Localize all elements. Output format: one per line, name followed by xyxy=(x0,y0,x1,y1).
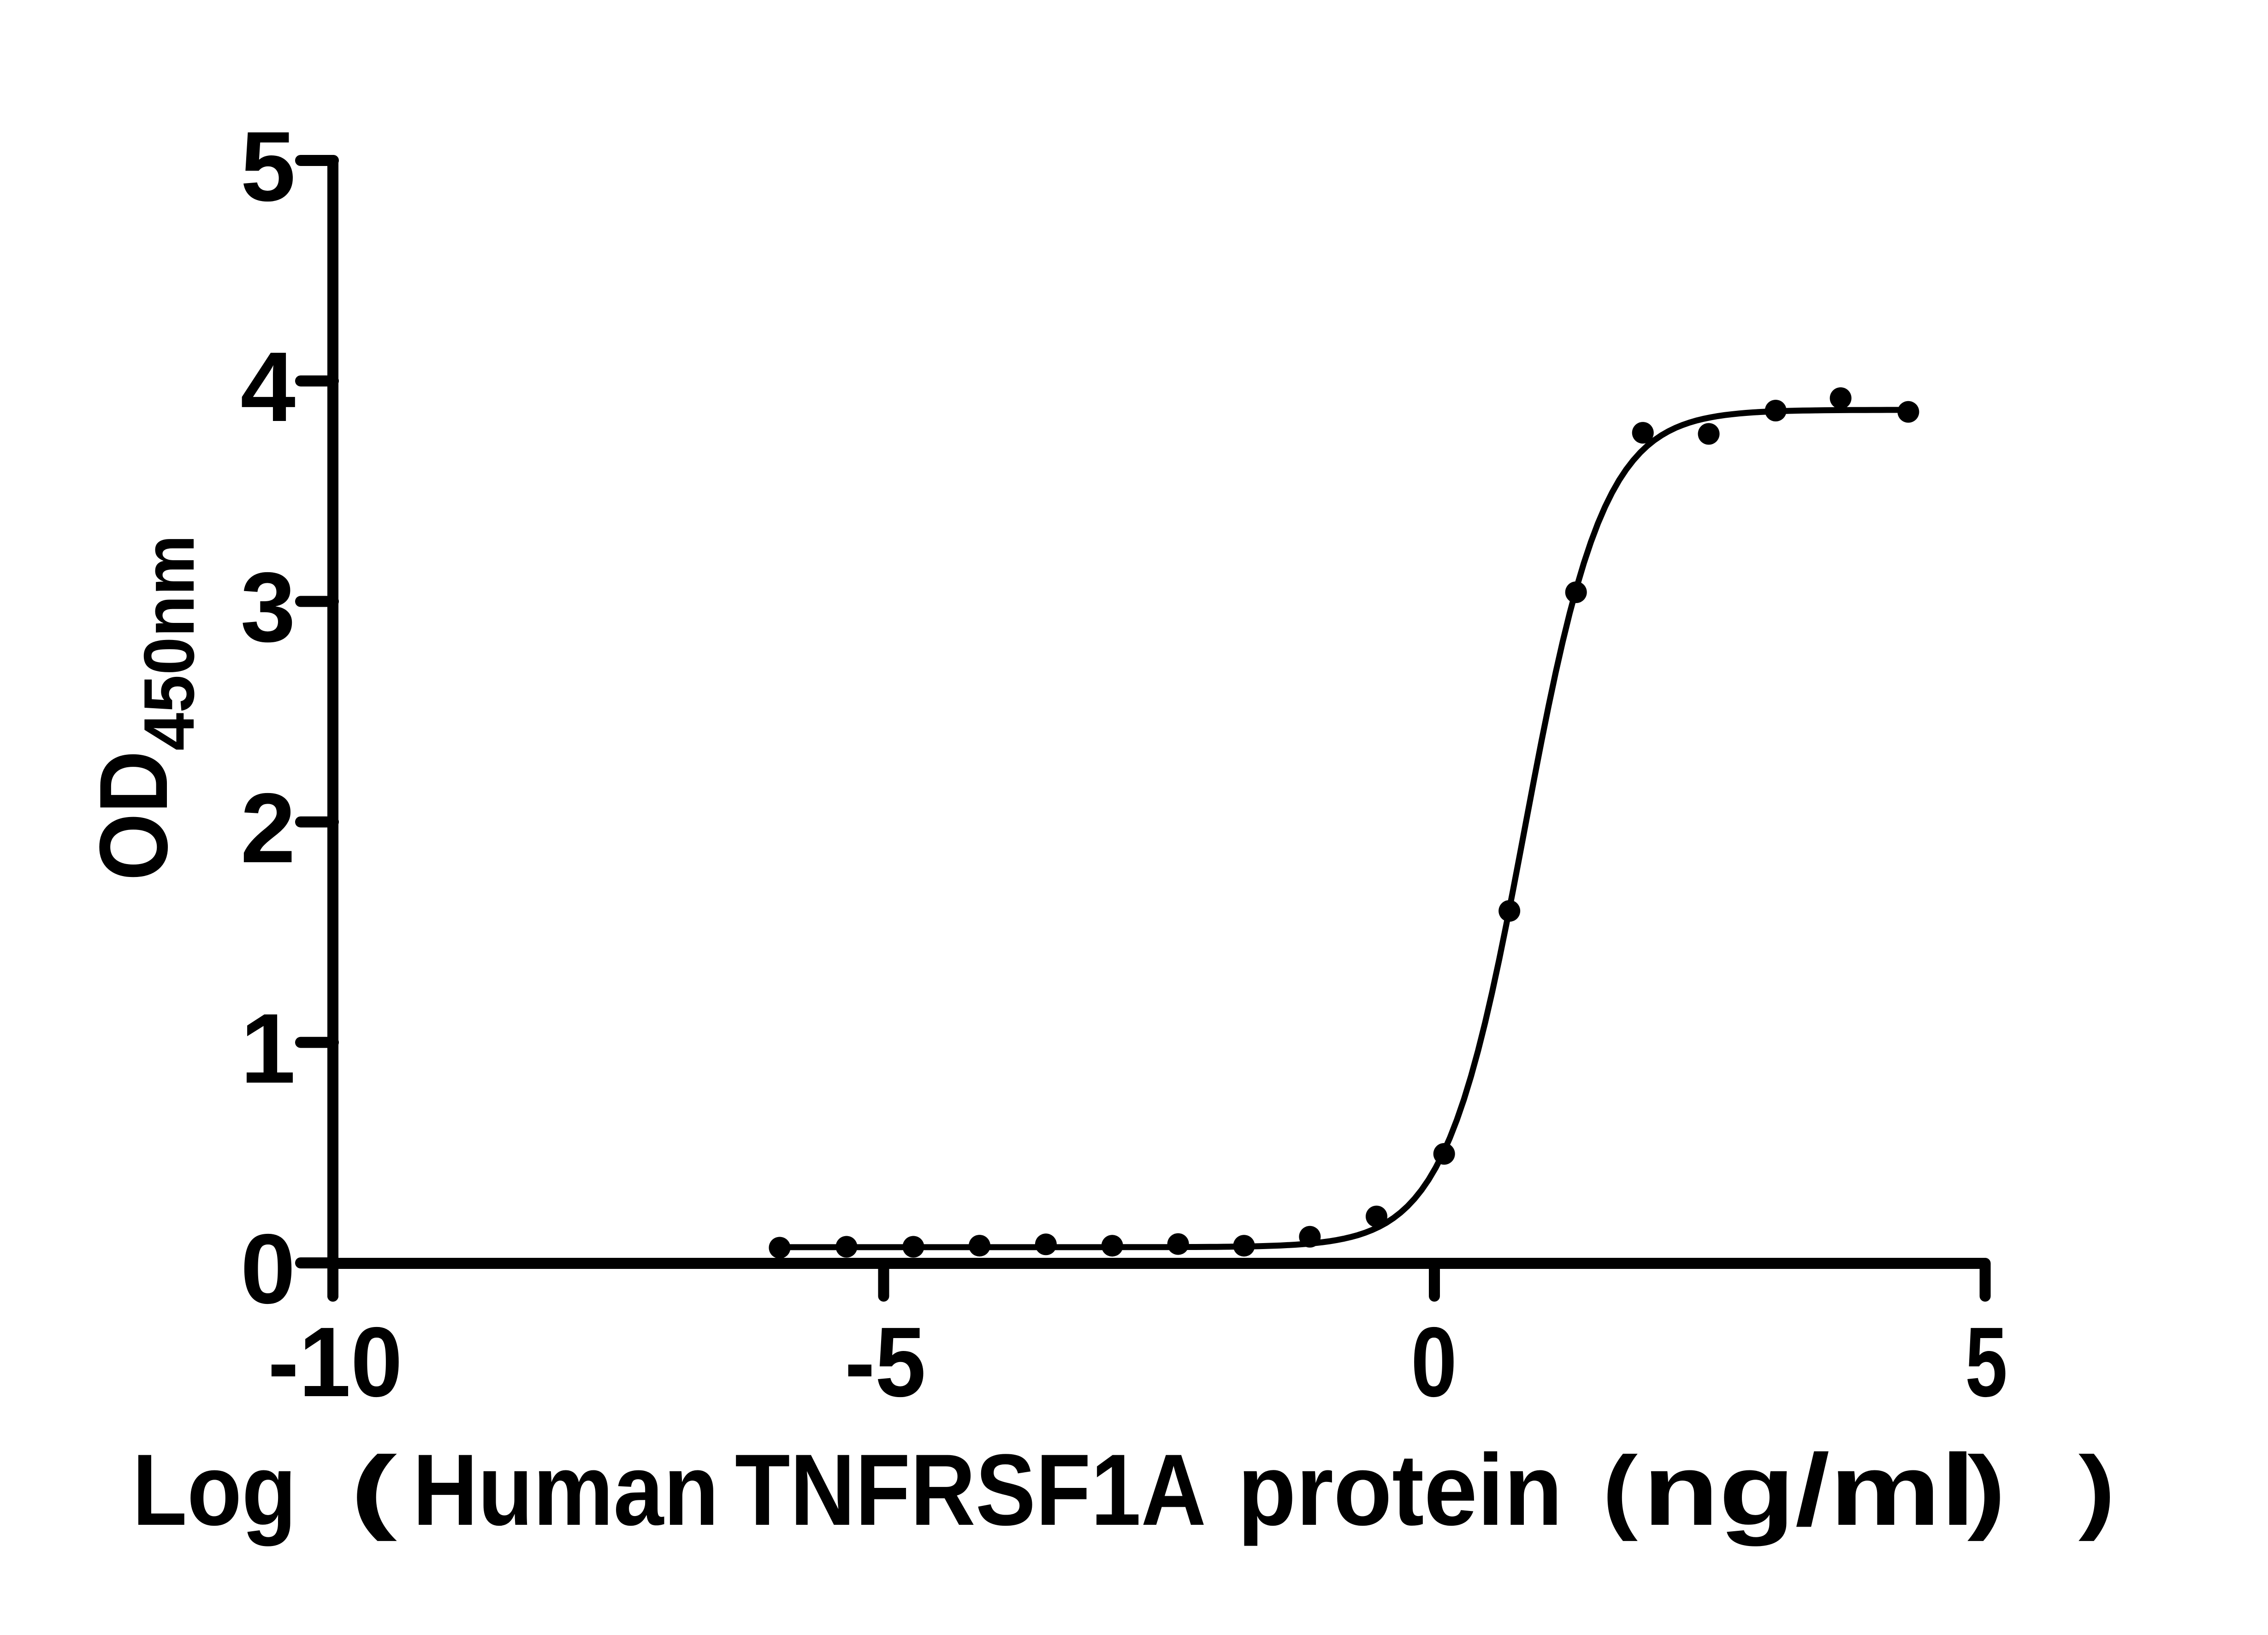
svg-text:2: 2 xyxy=(240,772,296,883)
svg-text:5: 5 xyxy=(1965,1306,2007,1417)
svg-text:0: 0 xyxy=(1411,1306,1457,1417)
svg-text:): ) xyxy=(1967,1437,2006,1542)
svg-text:Human: Human xyxy=(413,1433,719,1546)
svg-text:ng/ml: ng/ml xyxy=(1643,1433,1975,1546)
svg-text:3: 3 xyxy=(240,551,296,663)
svg-text:OD450nm: OD450nm xyxy=(79,535,209,881)
svg-text:protein: protein xyxy=(1238,1433,1563,1546)
svg-text:(: ( xyxy=(350,1437,397,1542)
svg-text:TNFRSF1A: TNFRSF1A xyxy=(735,1433,1206,1546)
svg-text:0: 0 xyxy=(240,1213,296,1324)
svg-text:1: 1 xyxy=(240,993,296,1104)
svg-text:-5: -5 xyxy=(845,1306,926,1417)
svg-text:4: 4 xyxy=(240,331,296,442)
svg-text:(: ( xyxy=(1602,1437,1638,1542)
svg-text:Log: Log xyxy=(132,1433,296,1546)
svg-text:): ) xyxy=(2079,1437,2115,1542)
svg-text:-10: -10 xyxy=(268,1306,403,1417)
svg-text:5: 5 xyxy=(240,111,296,222)
